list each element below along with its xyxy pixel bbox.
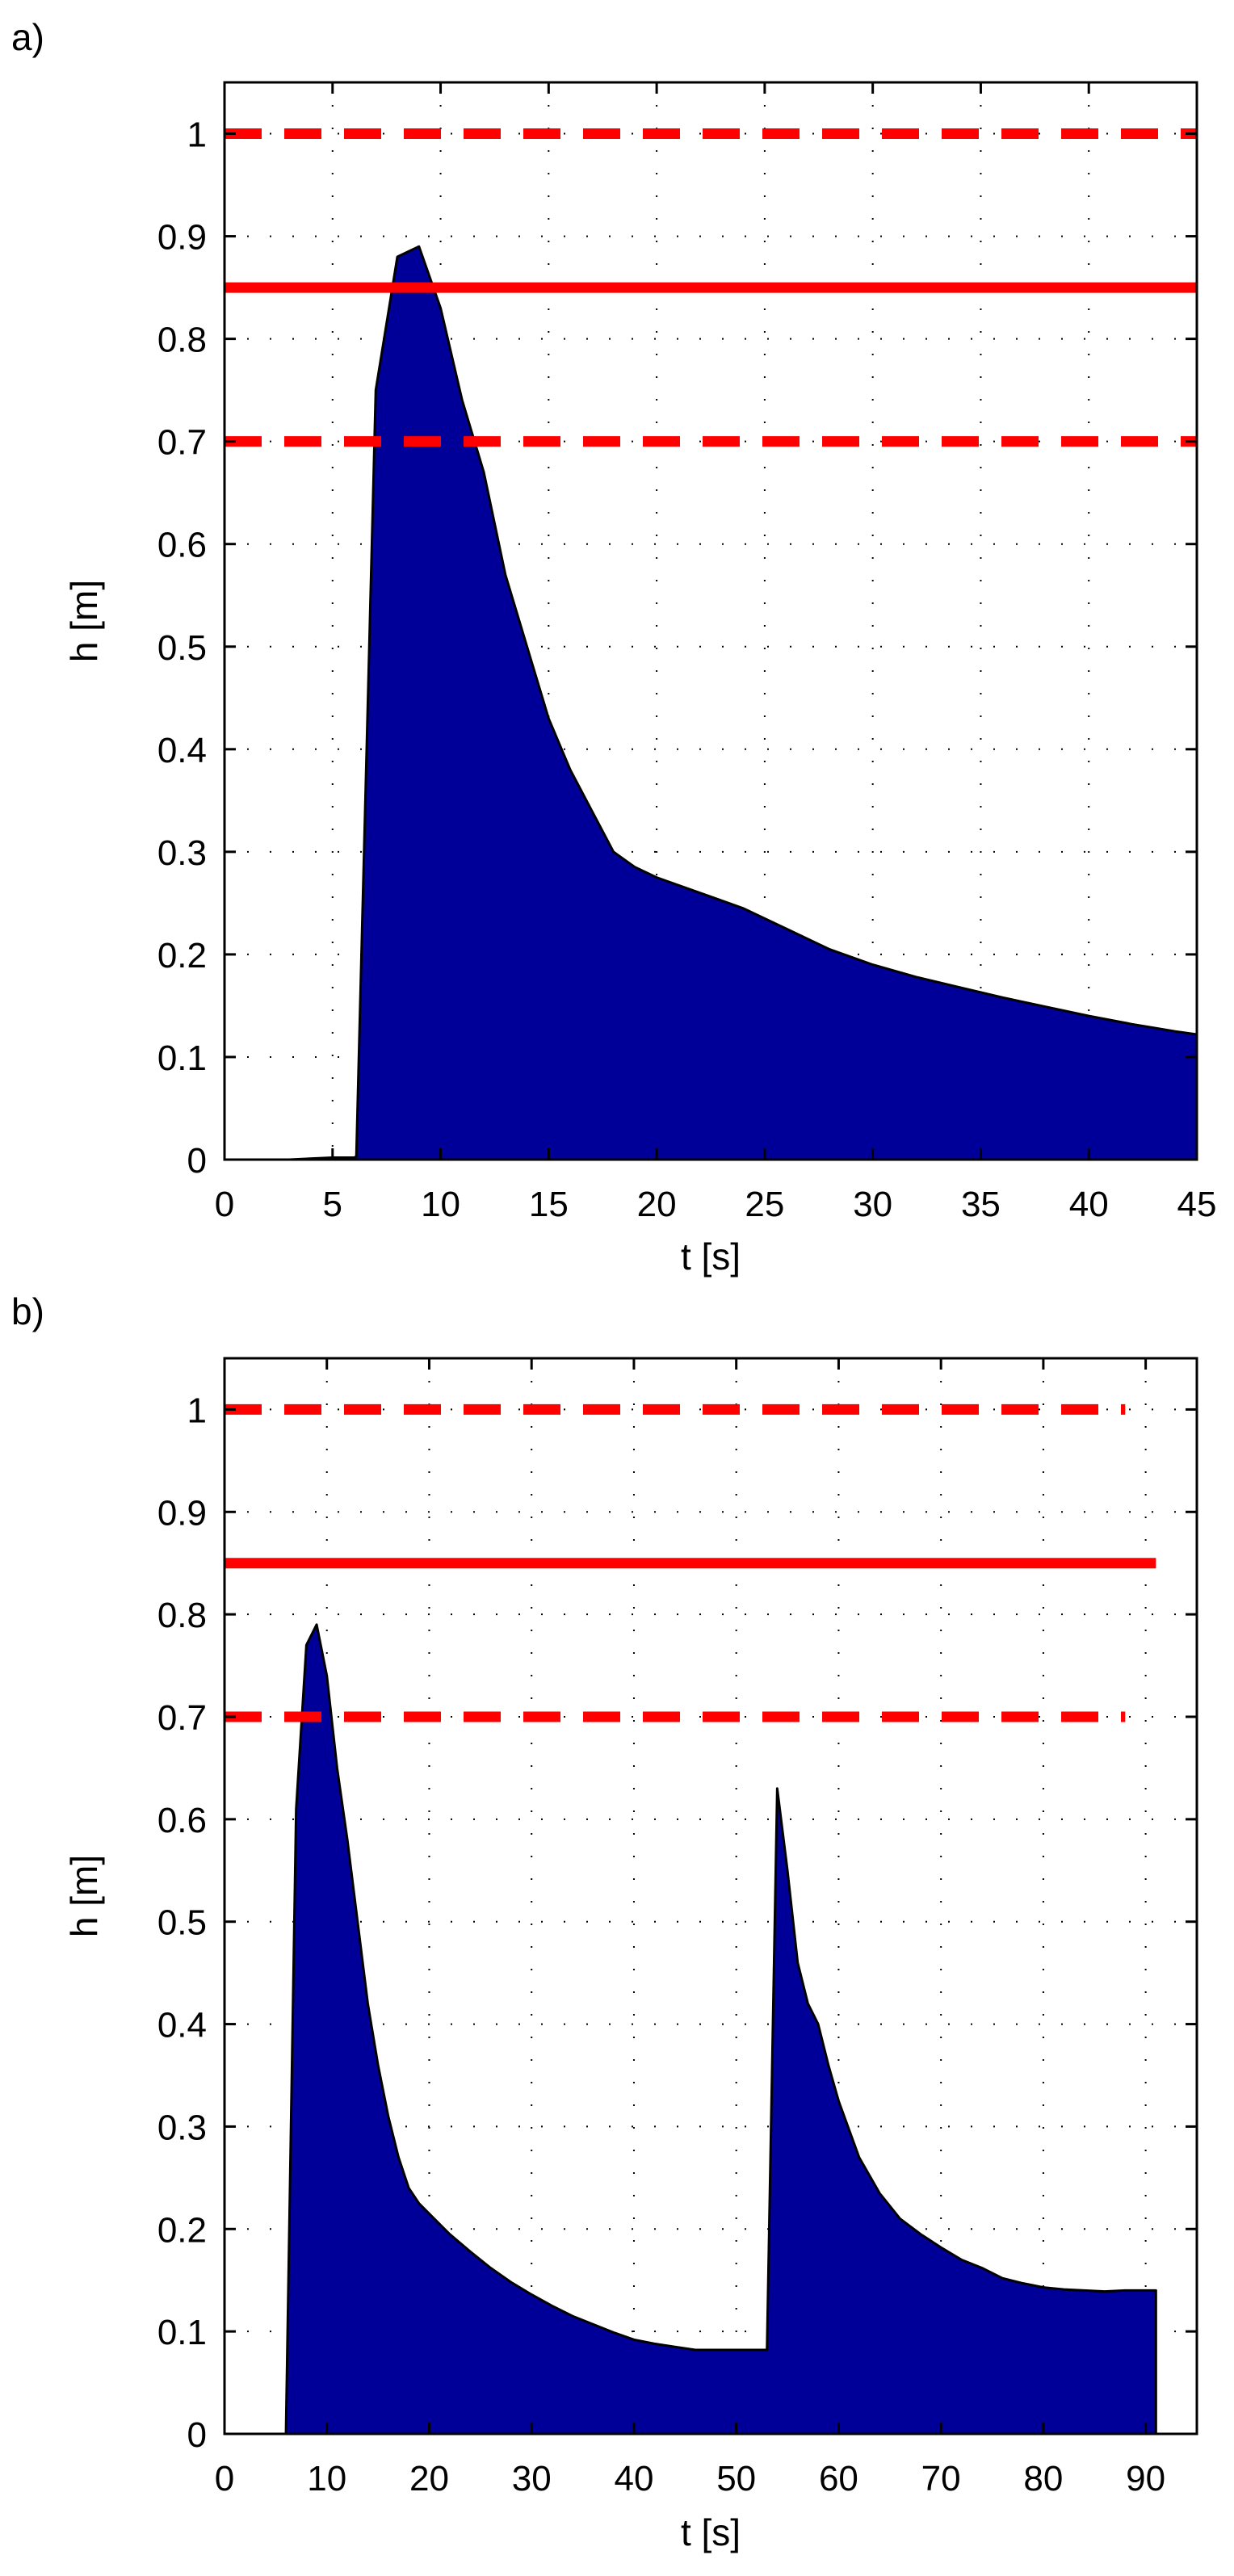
- x-tick-label: 20: [637, 1185, 677, 1224]
- y-tick-label: 0.5: [157, 628, 207, 668]
- area-series: [223, 245, 1198, 1161]
- x-tick-label: 20: [409, 2459, 449, 2498]
- x-tick-label: 25: [745, 1185, 784, 1224]
- y-axis-label: h [m]: [63, 1855, 105, 1937]
- y-tick-label: 0.6: [157, 526, 207, 565]
- y-tick-label: 0.4: [157, 731, 207, 770]
- x-tick-label: 40: [614, 2459, 653, 2498]
- y-tick-label: 0.8: [157, 1596, 207, 1635]
- y-tick-label: 0.5: [157, 1903, 207, 1943]
- y-tick-label: 0.1: [157, 2313, 207, 2352]
- y-tick-label: 0: [187, 2415, 207, 2455]
- y-tick-label: 0.4: [157, 2006, 207, 2045]
- y-tick-label: 1: [187, 115, 207, 155]
- x-tick-label: 45: [1177, 1185, 1217, 1224]
- y-tick-label: 1: [187, 1391, 207, 1430]
- y-tick-label: 0.9: [157, 218, 207, 258]
- y-tick-label: 0.9: [157, 1493, 207, 1533]
- x-tick-label: 5: [323, 1185, 342, 1224]
- y-tick-label: 0.8: [157, 321, 207, 360]
- x-tick-label: 35: [961, 1185, 1001, 1224]
- y-axis-label: h [m]: [63, 580, 105, 662]
- x-axis-label: t [s]: [681, 2511, 741, 2553]
- y-tick-label: 0: [187, 1141, 207, 1181]
- panel-label: b): [11, 1290, 44, 1332]
- y-tick-label: 0.2: [157, 936, 207, 975]
- area-series: [284, 1623, 1157, 2435]
- axes-box: [223, 81, 1198, 1161]
- x-tick-label: 10: [307, 2459, 346, 2498]
- axes-box: [223, 1357, 1198, 2435]
- x-tick-label: 70: [921, 2459, 961, 2498]
- y-tick-label: 0.7: [157, 423, 207, 463]
- x-tick-label: 0: [215, 1185, 234, 1224]
- y-tick-label: 0.7: [157, 1698, 207, 1738]
- y-tick-label: 0.3: [157, 833, 207, 873]
- x-tick-label: 80: [1023, 2459, 1063, 2498]
- y-tick-label: 0.3: [157, 2108, 207, 2147]
- y-tick-label: 0.2: [157, 2210, 207, 2250]
- x-axis-label: t [s]: [681, 1236, 741, 1278]
- x-tick-label: 50: [716, 2459, 756, 2498]
- x-tick-label: 0: [215, 2459, 234, 2498]
- y-tick-label: 0.1: [157, 1038, 207, 1078]
- y-tick-label: 0.6: [157, 1801, 207, 1840]
- x-tick-label: 90: [1126, 2459, 1165, 2498]
- x-tick-label: 60: [819, 2459, 858, 2498]
- x-tick-label: 30: [853, 1185, 892, 1224]
- panel-label: a): [11, 16, 44, 58]
- x-tick-label: 15: [529, 1185, 569, 1224]
- x-tick-label: 10: [421, 1185, 460, 1224]
- x-tick-label: 40: [1069, 1185, 1109, 1224]
- chart-panel-b: 0 10 20 30 40 50 60 70 80 90 0 0.1 0.2 0.3 0.4 0.5 0.6 0.…: [11, 1290, 1198, 2553]
- chart-panel-a: 0 5 10 15 20 25 30 35 40 45 0 0.1 0.2 0.3 0.4 0.5 0.6 0.7…: [11, 16, 1216, 1278]
- x-tick-label: 30: [512, 2459, 552, 2498]
